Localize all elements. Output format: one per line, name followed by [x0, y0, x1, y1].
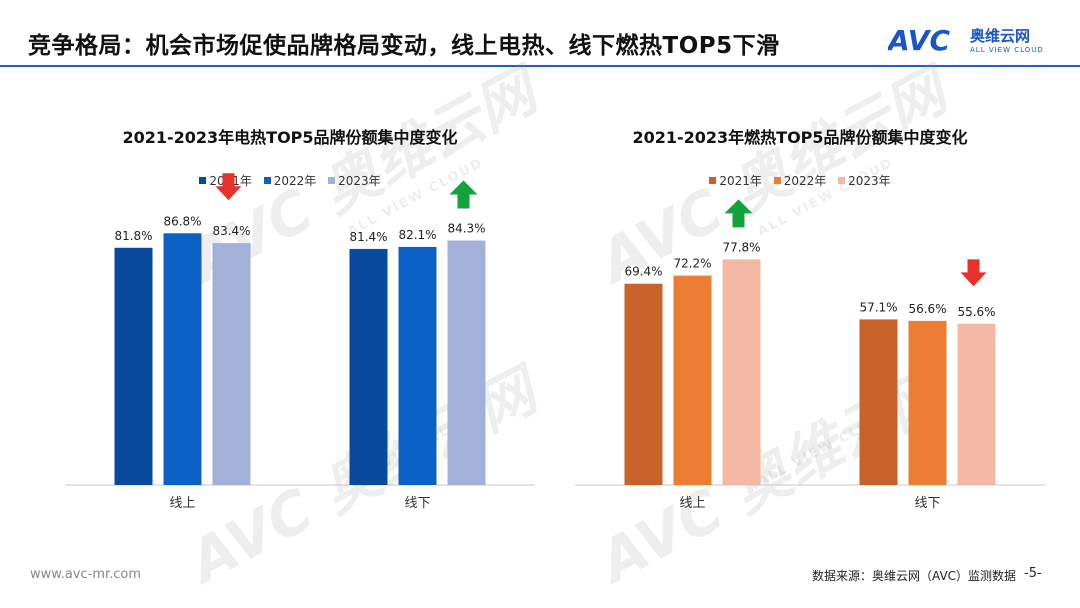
- data-label: 86.8%: [163, 214, 201, 228]
- data-source-note: 数据来源：奥维云网（AVC）监测数据: [812, 569, 1017, 583]
- gas-heater-chart: 2021-2023年燃热TOP5品牌份额集中度变化 2021年 2022年 20…: [545, 110, 1055, 520]
- legend-label: 2022年: [273, 174, 317, 188]
- category-label: 线上: [169, 496, 195, 511]
- bar: [447, 240, 486, 485]
- bar: [349, 248, 388, 485]
- footer-url: www.avc-mr.com: [30, 567, 142, 582]
- bar: [114, 247, 153, 485]
- legend-label: 2022年: [783, 174, 827, 188]
- avc-logo-mark-text: AVC: [888, 24, 950, 54]
- legend-item: 2023年: [838, 172, 891, 189]
- legend-label: 2023年: [338, 174, 381, 188]
- data-label: 69.4%: [624, 265, 662, 279]
- data-label: 55.6%: [957, 305, 995, 319]
- legend-item: 2023年: [328, 172, 381, 189]
- avc-logo: AVC 奥维云网 ALL VIEW CLOUD: [888, 22, 1058, 58]
- arrow-down-icon: [215, 173, 242, 201]
- data-label: 72.2%: [673, 257, 711, 271]
- electric-heater-chart: 2021-2023年电热TOP5品牌份额集中度变化 2021年 2022年 20…: [35, 110, 545, 520]
- legend-swatch: [709, 177, 717, 184]
- category-label: 线下: [404, 496, 430, 511]
- title-divider: [0, 65, 1080, 67]
- data-label: 82.1%: [398, 228, 436, 242]
- legend-item: 2022年: [773, 172, 827, 189]
- bar: [212, 243, 251, 485]
- category-label: 线下: [914, 496, 940, 511]
- bar: [722, 259, 761, 485]
- logo-chinese-name: 奥维云网: [970, 27, 1031, 45]
- bar: [908, 320, 947, 485]
- legend-swatch: [838, 177, 846, 184]
- legend-item: 2022年: [263, 172, 317, 189]
- legend-label: 2021年: [719, 174, 762, 188]
- arrow-up-icon: [724, 199, 753, 228]
- bar: [957, 323, 996, 485]
- data-label: 84.3%: [447, 222, 485, 236]
- legend-swatch: [773, 177, 781, 184]
- logo-english-name: ALL VIEW CLOUD: [970, 46, 1044, 54]
- category-label: 线上: [679, 496, 705, 511]
- legend-swatch: [263, 177, 271, 184]
- data-label: 56.6%: [908, 302, 946, 316]
- data-label: 81.4%: [349, 230, 387, 244]
- chart-title: 2021-2023年燃热TOP5品牌份额集中度变化: [632, 128, 968, 147]
- arrow-up-icon: [449, 180, 478, 209]
- bar-plot: 69.4% 72.2% 77.8% 线上 57.1% 56.6% 55.6% 线下: [575, 199, 1045, 511]
- bar: [624, 283, 663, 485]
- data-label: 81.8%: [114, 229, 152, 243]
- avc-logo-mark: AVC: [888, 24, 950, 54]
- data-label: 83.4%: [212, 224, 250, 238]
- bar: [398, 246, 437, 485]
- data-label: 57.1%: [859, 300, 897, 314]
- bar: [163, 233, 202, 485]
- chart-title: 2021-2023年电热TOP5品牌份额集中度变化: [122, 128, 458, 147]
- page-title: 竞争格局：机会市场促使品牌格局变动，线上电热、线下燃热TOP5下滑: [28, 33, 780, 59]
- page-number: -5-: [1024, 566, 1042, 581]
- bar-plot: 81.8% 86.8% 83.4% 线上 81.4% 82.1% 84.3% 线下: [65, 173, 535, 511]
- data-label: 77.8%: [722, 240, 760, 254]
- legend-swatch: [328, 177, 336, 184]
- legend-item: 2021年: [709, 172, 762, 189]
- legend-swatch: [199, 177, 207, 184]
- bar: [859, 319, 898, 485]
- chart-legend: 2021年 2022年 2023年: [545, 172, 1055, 189]
- legend-label: 2023年: [848, 174, 891, 188]
- bar: [673, 275, 712, 485]
- arrow-down-icon: [960, 259, 987, 287]
